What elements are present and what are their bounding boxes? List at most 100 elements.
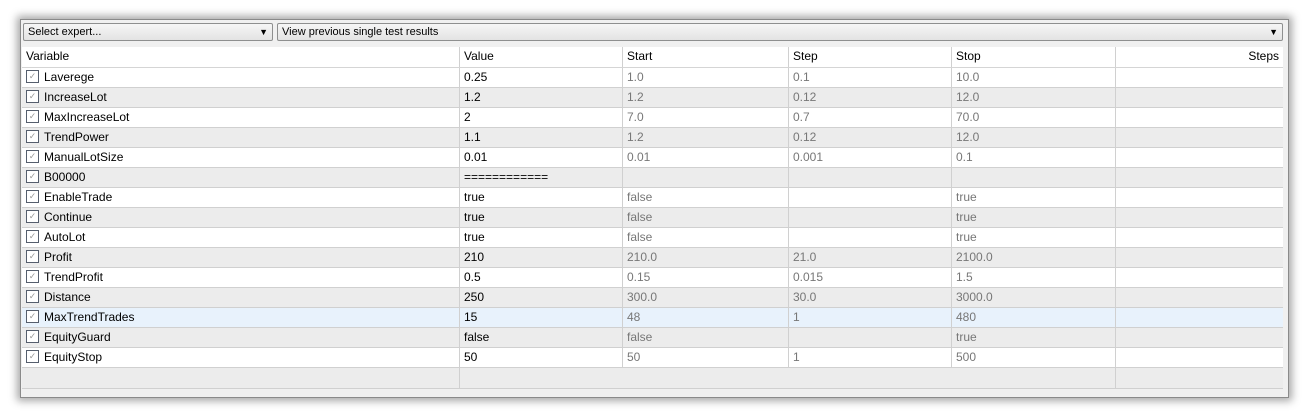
start-cell[interactable]: 7.0 xyxy=(623,108,789,127)
checkbox[interactable]: ✓ xyxy=(26,350,39,364)
column-header-variable[interactable]: Variable xyxy=(22,47,460,67)
checkbox[interactable]: ✓ xyxy=(26,150,39,164)
step-cell[interactable]: 0.7 xyxy=(789,108,952,127)
variable-cell: ✓ MaxTrendTrades xyxy=(22,308,460,327)
start-cell[interactable]: 48 xyxy=(623,308,789,327)
table-row[interactable]: ✓ MaxIncreaseLot 2 7.0 0.7 70.0 xyxy=(22,108,1283,128)
value-cell[interactable]: 0.5 xyxy=(460,268,623,287)
stop-cell[interactable]: true xyxy=(952,228,1116,247)
table-row[interactable]: ✓ B00000 ============ xyxy=(22,168,1283,188)
value-cell[interactable]: 1.2 xyxy=(460,88,623,107)
table-row[interactable]: ✓ Continue true false true xyxy=(22,208,1283,228)
table-row[interactable]: ✓ ManualLotSize 0.01 0.01 0.001 0.1 xyxy=(22,148,1283,168)
start-cell[interactable]: false xyxy=(623,228,789,247)
checkbox[interactable]: ✓ xyxy=(26,310,39,324)
select-expert-dropdown[interactable]: Select expert... ▼ xyxy=(23,23,273,41)
column-header-step[interactable]: Step xyxy=(789,47,952,67)
checkbox[interactable]: ✓ xyxy=(26,110,39,124)
table-row[interactable]: ✓ Laverege 0.25 1.0 0.1 10.0 xyxy=(22,68,1283,88)
value-cell[interactable]: 250 xyxy=(460,288,623,307)
table-row[interactable]: ✓ EquityStop 50 50 1 500 xyxy=(22,348,1283,368)
step-cell[interactable]: 0.12 xyxy=(789,88,952,107)
table-row[interactable]: ✓ TrendProfit 0.5 0.15 0.015 1.5 xyxy=(22,268,1283,288)
column-header-value[interactable]: Value xyxy=(460,47,623,67)
stop-cell[interactable]: true xyxy=(952,208,1116,227)
start-cell[interactable]: 50 xyxy=(623,348,789,367)
stop-cell[interactable]: 480 xyxy=(952,308,1116,327)
value-cell[interactable]: 15 xyxy=(460,308,623,327)
checkbox[interactable]: ✓ xyxy=(26,270,39,284)
step-cell[interactable]: 0.12 xyxy=(789,128,952,147)
step-cell[interactable]: 0.015 xyxy=(789,268,952,287)
table-row[interactable]: ✓ Profit 210 210.0 21.0 2100.0 xyxy=(22,248,1283,268)
stop-cell[interactable]: 70.0 xyxy=(952,108,1116,127)
table-row[interactable]: ✓ AutoLot true false true xyxy=(22,228,1283,248)
value-cell[interactable]: true xyxy=(460,208,623,227)
value-cell[interactable]: 0.25 xyxy=(460,68,623,87)
start-cell[interactable]: false xyxy=(623,188,789,207)
start-cell[interactable]: false xyxy=(623,328,789,347)
start-cell[interactable] xyxy=(623,168,789,187)
stop-cell[interactable]: 2100.0 xyxy=(952,248,1116,267)
stop-cell[interactable]: 0.1 xyxy=(952,148,1116,167)
step-cell[interactable]: 0.001 xyxy=(789,148,952,167)
checkbox[interactable]: ✓ xyxy=(26,250,39,264)
start-cell[interactable]: 0.15 xyxy=(623,268,789,287)
start-cell[interactable]: 1.2 xyxy=(623,128,789,147)
step-cell[interactable] xyxy=(789,208,952,227)
variable-cell: ✓ MaxIncreaseLot xyxy=(22,108,460,127)
step-cell[interactable] xyxy=(789,228,952,247)
start-cell[interactable]: 210.0 xyxy=(623,248,789,267)
table-row[interactable]: ✓ EnableTrade true false true xyxy=(22,188,1283,208)
column-header-start[interactable]: Start xyxy=(623,47,789,67)
stop-cell[interactable]: 12.0 xyxy=(952,88,1116,107)
checkbox[interactable]: ✓ xyxy=(26,130,39,144)
value-cell[interactable]: ============ xyxy=(460,168,623,187)
checkbox[interactable]: ✓ xyxy=(26,290,39,304)
start-cell[interactable]: 1.0 xyxy=(623,68,789,87)
step-cell[interactable] xyxy=(789,168,952,187)
value-cell[interactable]: 210 xyxy=(460,248,623,267)
start-cell[interactable]: 300.0 xyxy=(623,288,789,307)
checkbox[interactable]: ✓ xyxy=(26,190,39,204)
checkbox[interactable]: ✓ xyxy=(26,170,39,184)
stop-cell[interactable]: true xyxy=(952,188,1116,207)
step-cell[interactable]: 1 xyxy=(789,308,952,327)
column-header-steps[interactable]: Steps xyxy=(1248,49,1279,63)
table-row[interactable]: ✓ Distance 250 300.0 30.0 3000.0 xyxy=(22,288,1283,308)
step-cell[interactable] xyxy=(789,188,952,207)
value-cell[interactable]: false xyxy=(460,328,623,347)
stop-cell[interactable]: 1.5 xyxy=(952,268,1116,287)
value-cell[interactable]: true xyxy=(460,188,623,207)
stop-cell[interactable]: true xyxy=(952,328,1116,347)
value-cell[interactable]: 50 xyxy=(460,348,623,367)
value-cell[interactable]: 0.01 xyxy=(460,148,623,167)
step-cell[interactable]: 1 xyxy=(789,348,952,367)
stop-cell[interactable]: 10.0 xyxy=(952,68,1116,87)
stop-cell[interactable]: 3000.0 xyxy=(952,288,1116,307)
start-cell[interactable]: false xyxy=(623,208,789,227)
checkbox[interactable]: ✓ xyxy=(26,70,39,84)
checkbox[interactable]: ✓ xyxy=(26,330,39,344)
value-cell[interactable]: 2 xyxy=(460,108,623,127)
table-row[interactable]: ✓ TrendPower 1.1 1.2 0.12 12.0 xyxy=(22,128,1283,148)
table-row[interactable]: ✓ EquityGuard false false true xyxy=(22,328,1283,348)
step-cell[interactable]: 30.0 xyxy=(789,288,952,307)
stop-cell[interactable]: 500 xyxy=(952,348,1116,367)
step-cell[interactable]: 0.1 xyxy=(789,68,952,87)
stop-cell[interactable] xyxy=(952,168,1116,187)
start-cell[interactable]: 0.01 xyxy=(623,148,789,167)
checkbox[interactable]: ✓ xyxy=(26,90,39,104)
results-dropdown[interactable]: View previous single test results ▼ xyxy=(277,23,1283,41)
start-cell[interactable]: 1.2 xyxy=(623,88,789,107)
checkbox[interactable]: ✓ xyxy=(26,230,39,244)
table-row[interactable]: ✓ IncreaseLot 1.2 1.2 0.12 12.0 xyxy=(22,88,1283,108)
step-cell[interactable]: 21.0 xyxy=(789,248,952,267)
step-cell[interactable] xyxy=(789,328,952,347)
checkbox[interactable]: ✓ xyxy=(26,210,39,224)
column-header-stop[interactable]: Stop xyxy=(952,47,1116,67)
stop-cell[interactable]: 12.0 xyxy=(952,128,1116,147)
table-row[interactable]: ✓ MaxTrendTrades 15 48 1 480 xyxy=(22,308,1283,328)
value-cell[interactable]: true xyxy=(460,228,623,247)
value-cell[interactable]: 1.1 xyxy=(460,128,623,147)
